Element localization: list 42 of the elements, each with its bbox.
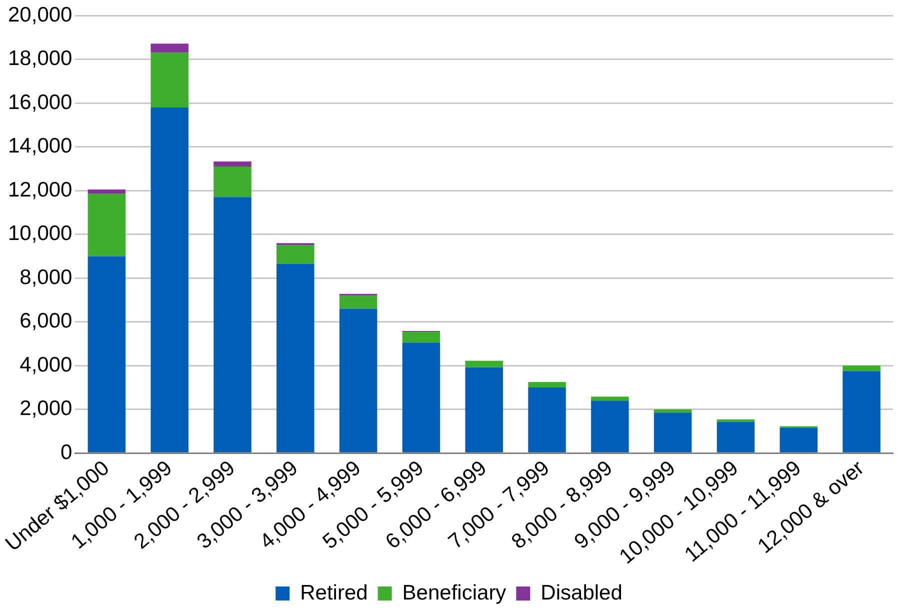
bar: [402, 332, 440, 343]
y-tick-label: 4,000: [20, 353, 72, 376]
bar: [402, 342, 440, 452]
bar: [591, 400, 629, 452]
legend-label: Disabled: [540, 581, 622, 604]
y-tick-label: 2,000: [20, 397, 72, 420]
bar: [276, 264, 314, 452]
bar: [276, 245, 314, 264]
bar: [528, 382, 566, 388]
y-tick-label: 18,000: [8, 47, 72, 70]
bar: [842, 366, 880, 372]
bar: [214, 197, 252, 452]
bar: [465, 360, 503, 368]
legend-label: Beneficiary: [402, 581, 507, 604]
y-tick-label: 8,000: [20, 266, 72, 289]
bar: [88, 190, 126, 194]
y-tick-label: 16,000: [8, 90, 72, 114]
bar: [528, 388, 566, 452]
y-tick-label: 6,000: [20, 310, 72, 333]
bar: [842, 371, 880, 452]
y-tick-label: 0: [60, 440, 72, 464]
bar: [214, 162, 252, 167]
bar: [150, 44, 188, 53]
bar: [654, 412, 692, 452]
bar: [339, 296, 378, 309]
bar: [654, 409, 692, 413]
y-tick-label: 20,000: [8, 3, 72, 26]
bar: [214, 166, 252, 198]
bar: [88, 256, 126, 452]
y-tick-label: 14,000: [8, 134, 72, 158]
legend-label: Retired: [300, 581, 368, 604]
bar: [591, 396, 629, 401]
y-tick-label: 12,000: [8, 178, 72, 202]
bar: [716, 419, 755, 422]
bar: [780, 428, 818, 452]
bar: [716, 422, 755, 452]
bar: [465, 367, 503, 452]
bar: [150, 52, 188, 108]
bar: [150, 107, 188, 452]
bar: [88, 194, 126, 256]
bar: [339, 308, 378, 452]
y-tick-label: 10,000: [8, 222, 72, 246]
